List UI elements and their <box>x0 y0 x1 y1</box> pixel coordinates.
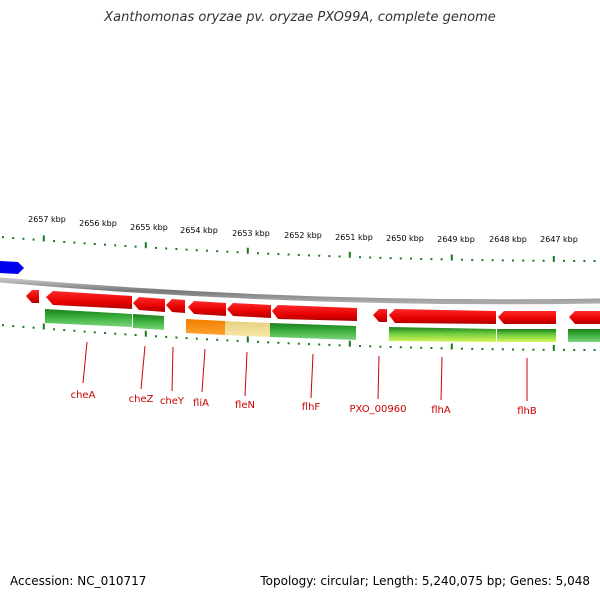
gene-arrow-flhA[interactable] <box>389 309 496 324</box>
inner-scale-ticks <box>2 323 596 351</box>
scale-label: 2655 kbp <box>130 223 168 232</box>
leader-flhA <box>440 356 443 401</box>
gene-arrow-cheZ[interactable] <box>133 297 165 312</box>
gene-label-flhA[interactable]: flhA <box>431 405 451 416</box>
band-right-edge <box>568 329 600 342</box>
gene-label-flhF[interactable]: flhF <box>302 402 321 413</box>
gene-label-leaders <box>82 341 528 401</box>
gene-arrow-cheY[interactable] <box>166 299 185 313</box>
scale-labels: 2657 kbp 2656 kbp 2655 kbp 2654 kbp 2653… <box>28 215 578 244</box>
gene-arrow-flhB[interactable] <box>498 311 556 324</box>
scale-label: 2656 kbp <box>79 219 117 228</box>
gene-arrow-PXO_00960[interactable] <box>373 309 387 322</box>
gene-arrow-cheA[interactable] <box>46 291 132 309</box>
gene-arrow-right-edge[interactable] <box>569 311 600 324</box>
scale-label: 2653 kbp <box>232 229 270 238</box>
leader-PXO_00960 <box>377 355 380 400</box>
gene-arrow-flhF[interactable] <box>272 305 357 321</box>
scale-label: 2647 kbp <box>540 235 578 244</box>
genome-title: Xanthomonas oryzae pv. oryzae PXO99A, co… <box>104 10 496 25</box>
gene-label-cheY[interactable]: cheY <box>160 396 185 407</box>
leader-cheA <box>82 341 88 384</box>
scale-label: 2652 kbp <box>284 231 322 240</box>
leader-cheY <box>171 346 174 392</box>
leader-cheZ <box>140 345 146 390</box>
gene-label-flhB[interactable]: flhB <box>517 406 537 417</box>
band-cheZ <box>133 314 164 330</box>
band-fliA <box>186 319 225 335</box>
leader-fliA <box>201 348 206 393</box>
gene-labels: cheA cheZ cheY fliA fleN flhF PXO_00960 … <box>71 390 537 417</box>
gene-label-fleN[interactable]: fleN <box>235 400 255 411</box>
gene-label-cheZ[interactable]: cheZ <box>129 394 154 405</box>
scale-label: 2651 kbp <box>335 233 373 242</box>
band-flhF <box>270 323 356 340</box>
annotation-bands <box>45 309 600 342</box>
scale-label: 2649 kbp <box>437 235 475 244</box>
leader-flhF <box>310 353 314 399</box>
gene-label-fliA[interactable]: fliA <box>193 398 209 409</box>
leader-fleN <box>244 351 248 397</box>
gene-label-PXO_00960[interactable]: PXO_00960 <box>350 404 407 415</box>
scale-label: 2654 kbp <box>180 226 218 235</box>
band-flhA <box>389 327 496 342</box>
genome-summary-label: Topology: circular; Length: 5,240,075 bp… <box>260 574 590 588</box>
accession-label: Accession: NC_010717 <box>10 574 147 588</box>
gene-arrow-small-left[interactable] <box>26 290 39 303</box>
scale-label: 2648 kbp <box>489 235 527 244</box>
band-cheA <box>45 309 132 327</box>
scale-label: 2650 kbp <box>386 234 424 243</box>
scale-label: 2657 kbp <box>28 215 66 224</box>
gene-arrows[interactable] <box>26 290 600 324</box>
blue-feature-arrow[interactable] <box>0 261 24 274</box>
gene-arrow-fleN[interactable] <box>227 303 271 318</box>
band-flhB <box>497 329 556 342</box>
outer-scale-ticks <box>2 235 596 262</box>
gene-label-cheA[interactable]: cheA <box>71 390 96 401</box>
genome-backbone <box>0 277 600 305</box>
band-fleN <box>225 321 270 337</box>
gene-arrow-fliA[interactable] <box>188 301 226 316</box>
